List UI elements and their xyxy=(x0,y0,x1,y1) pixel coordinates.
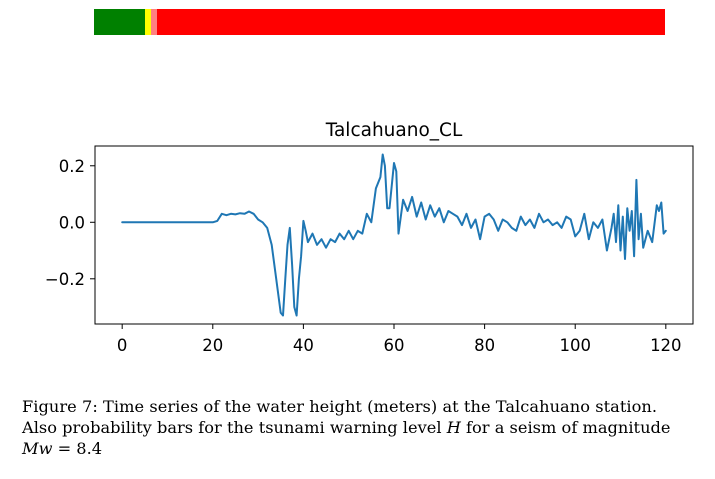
x-tick-label: 80 xyxy=(474,336,495,355)
x-tick-label: 0 xyxy=(117,336,128,355)
figure-caption: Figure 7: Time series of the water heigh… xyxy=(22,396,712,459)
probability-segment-red xyxy=(156,9,665,35)
caption-magnitude-variable: Mw xyxy=(22,439,53,458)
x-tick-label: 40 xyxy=(293,336,314,355)
warning-probability-bar xyxy=(94,9,665,35)
x-tick-label: 100 xyxy=(559,336,591,355)
probability-segment-orange xyxy=(151,9,157,35)
x-tick-label: 120 xyxy=(650,336,682,355)
y-tick-label: −0.2 xyxy=(45,270,85,289)
probability-segment-green xyxy=(94,9,146,35)
caption-line-1: Figure 7: Time series of the water heigh… xyxy=(22,397,658,416)
caption-warning-level-variable: H xyxy=(446,418,461,437)
probability-segment-yellow xyxy=(145,9,152,35)
series-line-water-height xyxy=(121,153,667,317)
chart-title: Talcahuano_CL xyxy=(325,120,463,141)
y-tick-label: 0.2 xyxy=(59,157,85,176)
x-tick-label: 20 xyxy=(202,336,223,355)
caption-line-2-suffix: for a seism of magnitude xyxy=(460,418,671,437)
x-tick-label: 60 xyxy=(384,336,405,355)
caption-magnitude-value: = 8.4 xyxy=(52,439,103,458)
caption-line-2-prefix: Also probability bars for the tsunami wa… xyxy=(22,418,447,437)
y-tick-label: 0.0 xyxy=(59,213,85,232)
caption-line-3: Mw = 8.4 xyxy=(22,438,712,459)
water-height-chart: Talcahuano_CL 0 20 40 60 80 100 120 −0.2 0.0 0.2 xyxy=(45,120,694,355)
caption-line-2: Also probability bars for the tsunami wa… xyxy=(22,417,712,438)
